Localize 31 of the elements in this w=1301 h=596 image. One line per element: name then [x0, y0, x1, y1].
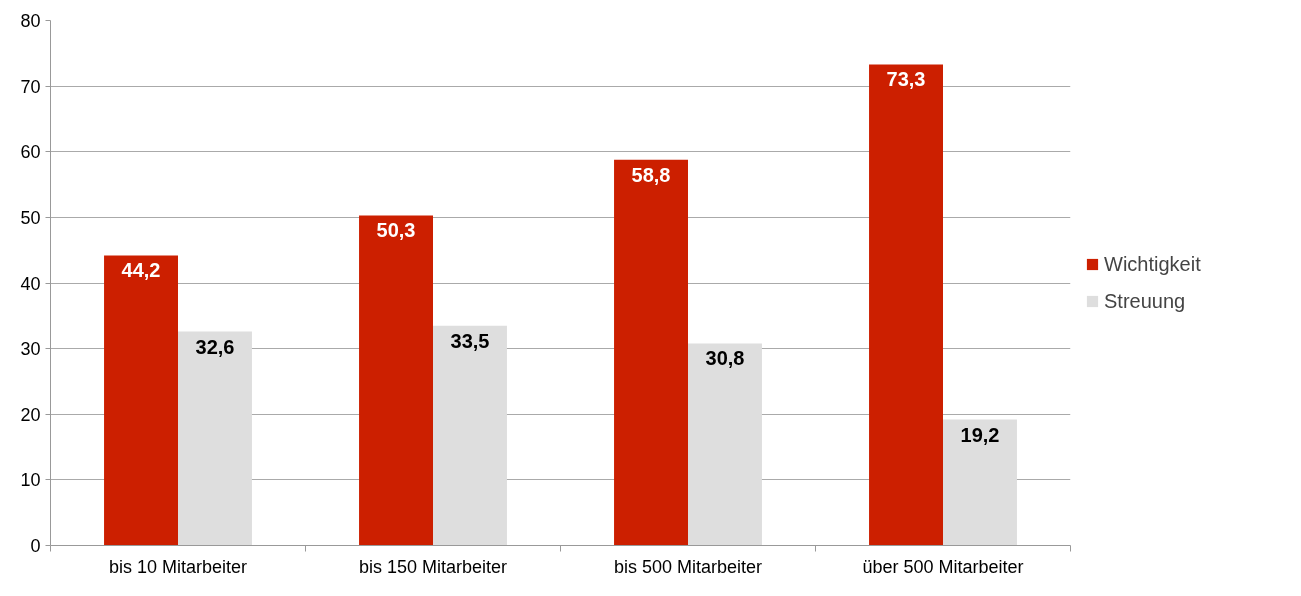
- x-tick-label: bis 500 Mitarbeiter: [613, 556, 763, 577]
- y-tick-label: 20: [20, 404, 41, 425]
- x-tick-label: bis 10 Mitarbeiter: [108, 556, 248, 577]
- data-label: 58,8: [631, 163, 671, 186]
- bar: [943, 419, 1017, 546]
- bar: [104, 255, 178, 546]
- bar: [178, 331, 252, 546]
- bar: [433, 325, 507, 546]
- bar: [869, 64, 943, 546]
- bar: [688, 343, 762, 546]
- data-label: 44,2: [121, 259, 161, 282]
- y-tick-label: 40: [20, 273, 41, 294]
- data-label: 50,3: [376, 219, 416, 242]
- x-tick-label: über 500 Mitarbeiter: [862, 556, 1024, 577]
- y-tick-label: 50: [20, 207, 41, 228]
- bar: [359, 215, 433, 546]
- data-label: 73,3: [886, 68, 926, 91]
- data-label: 19,2: [960, 423, 1000, 446]
- bar: [614, 159, 688, 546]
- y-tick-label: 80: [20, 11, 41, 31]
- legend-label: Wichtigkeit: [1104, 252, 1201, 276]
- y-tick-label: 30: [20, 339, 41, 360]
- x-tick-label: bis 150 Mitarbeiter: [358, 556, 508, 577]
- data-label: 32,6: [195, 335, 235, 358]
- data-label: 33,5: [450, 329, 490, 352]
- y-tick-label: 10: [20, 470, 41, 491]
- y-tick-label: 70: [20, 76, 41, 97]
- data-label: 30,8: [705, 347, 745, 370]
- y-tick-label: 60: [20, 142, 41, 163]
- y-tick-label: 0: [30, 536, 41, 556]
- legend-label: Streuung: [1104, 289, 1186, 313]
